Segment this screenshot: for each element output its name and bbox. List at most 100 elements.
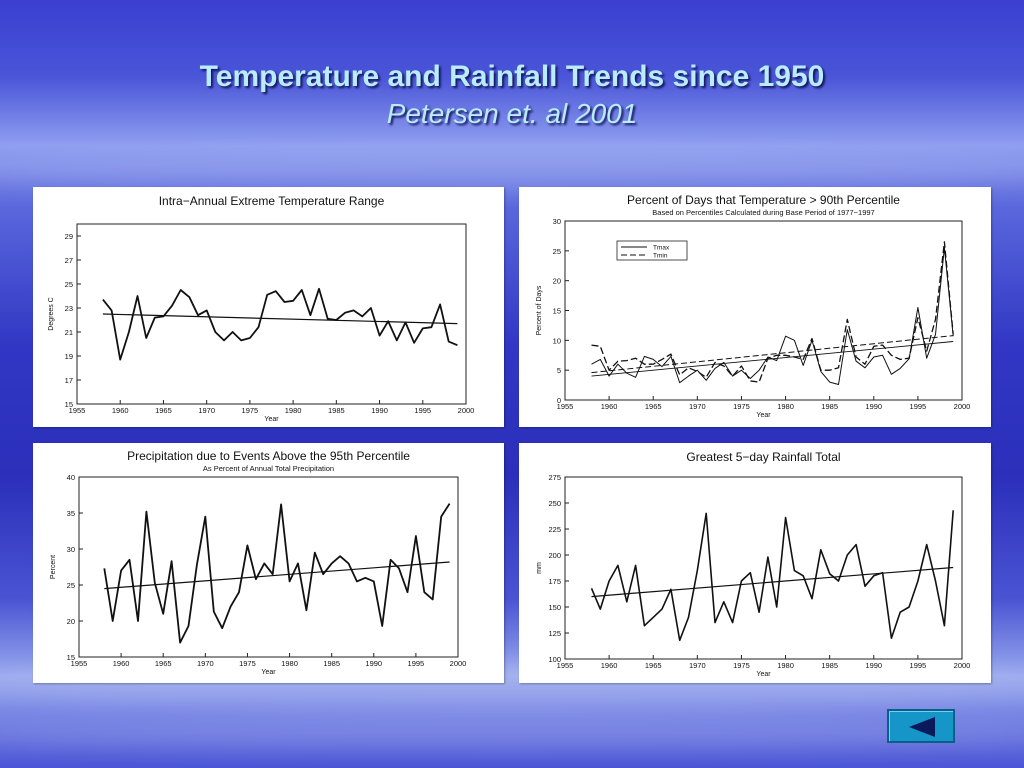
chart-percent-days: Percent of Days that Temperature > 90th … bbox=[519, 187, 991, 427]
y-tick-label: 250 bbox=[548, 499, 561, 508]
y-tick-label: 21 bbox=[65, 328, 73, 337]
x-tick-label: 1965 bbox=[155, 659, 172, 668]
chart-svg-percent-days: Percent of Days that Temperature > 90th … bbox=[536, 193, 971, 419]
chart-rainfall: Greatest 5−day Rainfall Total 1955 1960 196… bbox=[519, 443, 991, 683]
x-tick-label: 2000 bbox=[458, 406, 475, 415]
y-tick-label: 25 bbox=[65, 280, 73, 289]
series-line bbox=[102, 313, 458, 325]
x-tick-label: 1985 bbox=[328, 406, 345, 415]
x-axis-label: Year bbox=[756, 671, 771, 678]
x-tick-label: 1980 bbox=[285, 406, 302, 415]
title-block: Temperature and Rainfall Trends since 19… bbox=[0, 60, 1024, 130]
chart-subtitle: As Percent of Annual Total Precipitation bbox=[203, 464, 334, 473]
y-tick-label: 29 bbox=[65, 232, 73, 241]
x-tick-label: 1970 bbox=[689, 402, 706, 411]
y-tick-label: 275 bbox=[548, 473, 561, 482]
x-axis-label: Year bbox=[264, 416, 279, 423]
y-tick-label: 15 bbox=[553, 307, 561, 316]
x-tick-label: 1975 bbox=[733, 661, 750, 670]
x-tick-label: 2000 bbox=[450, 659, 467, 668]
x-tick-label: 1970 bbox=[197, 659, 214, 668]
x-tick-label: 1970 bbox=[689, 661, 706, 670]
x-tick-label: 1975 bbox=[239, 659, 256, 668]
y-tick-label: 30 bbox=[67, 545, 75, 554]
series-line bbox=[591, 241, 954, 383]
legend-label: Tmax bbox=[653, 245, 670, 252]
y-tick-label: 30 bbox=[553, 217, 561, 226]
y-tick-label: 200 bbox=[548, 551, 561, 560]
y-axis-label: Percent of Days bbox=[536, 285, 543, 335]
x-tick-label: 1980 bbox=[777, 402, 794, 411]
y-tick-label: 150 bbox=[548, 603, 561, 612]
x-tick-label: 1990 bbox=[865, 661, 882, 670]
y-tick-label: 27 bbox=[65, 256, 73, 265]
y-tick-label: 40 bbox=[67, 473, 75, 482]
x-tick-label: 1975 bbox=[242, 406, 259, 415]
x-tick-label: 1960 bbox=[113, 659, 130, 668]
x-tick-label: 1970 bbox=[198, 406, 215, 415]
x-tick-label: 1980 bbox=[777, 661, 794, 670]
chart-svg-temperature-range: Intra−Annual Extreme Temperature Range 19… bbox=[48, 194, 475, 423]
slide-subtitle: Petersen et. al 2001 bbox=[386, 98, 638, 129]
back-button[interactable] bbox=[887, 709, 955, 743]
y-tick-label: 25 bbox=[67, 581, 75, 590]
x-tick-label: 1995 bbox=[910, 402, 927, 411]
chart-title: Precipitation due to Events Above the 95… bbox=[127, 449, 410, 463]
x-tick-label: 1965 bbox=[155, 406, 172, 415]
chart-subtitle: Based on Percentiles Calculated during B… bbox=[652, 208, 874, 217]
y-tick-label: 15 bbox=[67, 653, 75, 662]
y-tick-label: 25 bbox=[553, 247, 561, 256]
left-triangle-icon bbox=[909, 717, 935, 737]
y-tick-label: 225 bbox=[548, 525, 561, 534]
x-tick-label: 1955 bbox=[557, 402, 574, 411]
series-line bbox=[590, 510, 954, 642]
y-tick-label: 175 bbox=[548, 577, 561, 586]
x-tick-label: 1955 bbox=[69, 406, 86, 415]
series-line bbox=[102, 287, 458, 361]
plot-frame bbox=[564, 476, 963, 660]
y-tick-label: 10 bbox=[553, 336, 561, 345]
chart-svg-rainfall: Greatest 5−day Rainfall Total 1955 1960 196… bbox=[536, 450, 971, 678]
series-line bbox=[591, 341, 954, 377]
chart-precipitation: Precipitation due to Events Above the 95… bbox=[33, 443, 504, 683]
x-tick-label: 1955 bbox=[71, 659, 88, 668]
x-tick-label: 1985 bbox=[821, 402, 838, 411]
series-line bbox=[591, 335, 954, 374]
x-tick-label: 1995 bbox=[414, 406, 431, 415]
y-tick-label: 17 bbox=[65, 376, 73, 385]
slide-title: Temperature and Rainfall Trends since 19… bbox=[199, 60, 825, 93]
y-tick-label: 15 bbox=[65, 400, 73, 409]
x-axis-label: Year bbox=[261, 669, 276, 676]
y-tick-label: 100 bbox=[548, 655, 561, 664]
x-tick-label: 1965 bbox=[645, 402, 662, 411]
y-tick-label: 19 bbox=[65, 352, 73, 361]
y-tick-label: 5 bbox=[557, 366, 561, 375]
x-tick-label: 1985 bbox=[821, 661, 838, 670]
y-tick-label: 20 bbox=[553, 277, 561, 286]
y-tick-label: 125 bbox=[548, 629, 561, 638]
x-tick-label: 1965 bbox=[645, 661, 662, 670]
x-tick-label: 1990 bbox=[371, 406, 388, 415]
series-line bbox=[591, 566, 954, 598]
x-tick-label: 2000 bbox=[954, 402, 971, 411]
series-line bbox=[104, 561, 450, 590]
x-tick-label: 2000 bbox=[954, 661, 971, 670]
y-axis-label: mm bbox=[536, 562, 543, 574]
legend-label: Tmin bbox=[653, 253, 668, 260]
y-tick-label: 20 bbox=[67, 617, 75, 626]
chart-title: Intra−Annual Extreme Temperature Range bbox=[159, 194, 385, 208]
x-tick-label: 1960 bbox=[601, 402, 618, 411]
chart-svg-precipitation: Precipitation due to Events Above the 95… bbox=[50, 449, 467, 676]
y-tick-label: 0 bbox=[557, 396, 561, 405]
y-axis-label: Degrees C bbox=[48, 297, 55, 330]
x-tick-label: 1995 bbox=[910, 661, 927, 670]
x-tick-label: 1985 bbox=[323, 659, 340, 668]
x-tick-label: 1955 bbox=[557, 661, 574, 670]
chart-title: Greatest 5−day Rainfall Total bbox=[686, 450, 840, 464]
chart-title: Percent of Days that Temperature > 90th … bbox=[627, 193, 900, 207]
y-axis-label: Percent bbox=[50, 555, 57, 579]
y-tick-label: 35 bbox=[67, 509, 75, 518]
series-line bbox=[103, 503, 451, 644]
x-tick-label: 1980 bbox=[281, 659, 298, 668]
chart-temperature-range: Intra−Annual Extreme Temperature Range 19… bbox=[33, 187, 504, 427]
